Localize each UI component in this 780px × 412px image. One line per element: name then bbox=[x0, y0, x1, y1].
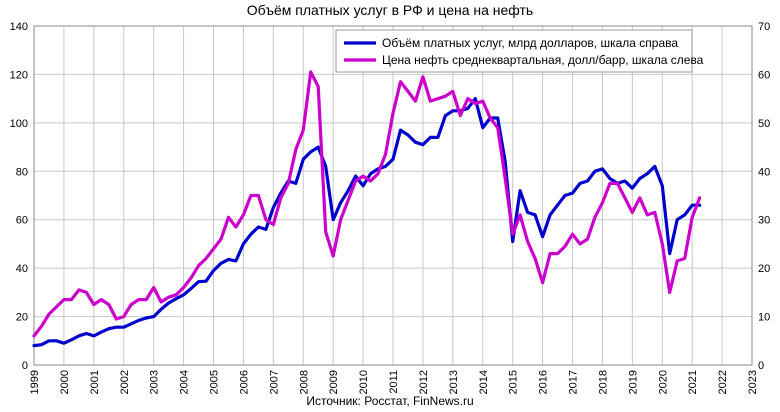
x-tick-label: 2003 bbox=[149, 370, 161, 394]
x-tick-label: 2002 bbox=[119, 370, 131, 394]
x-tick-label: 2017 bbox=[568, 370, 580, 394]
y-right-tick-label: 60 bbox=[758, 69, 770, 81]
x-tick-label: 2014 bbox=[478, 370, 490, 394]
legend-label-2: Цена нефть среднеквартальная, долл/барр,… bbox=[382, 53, 704, 67]
y-right-tick-label: 30 bbox=[758, 215, 770, 227]
plot-frame bbox=[33, 25, 753, 366]
y-left-tick-label: 80 bbox=[16, 166, 28, 178]
legend-label-1: Объём платных услуг, млрд долларов, шкал… bbox=[382, 36, 678, 50]
y-left-tick-label: 60 bbox=[16, 215, 28, 227]
grid bbox=[33, 25, 753, 366]
x-tick-label: 2018 bbox=[597, 370, 609, 394]
x-tick-label: 2019 bbox=[627, 370, 639, 394]
y-right-tick-label: 10 bbox=[758, 312, 770, 324]
x-tick-label: 2011 bbox=[388, 370, 400, 394]
x-tick-label: 2023 bbox=[747, 370, 759, 394]
x-tick-label: 2015 bbox=[508, 370, 520, 394]
x-tick-label: 2005 bbox=[209, 370, 221, 394]
y-right-tick-label: 50 bbox=[758, 118, 770, 130]
x-tick-label: 2022 bbox=[717, 370, 729, 394]
y-right-tick-label: 20 bbox=[758, 263, 770, 275]
x-tick-label: 2012 bbox=[418, 370, 430, 394]
x-tick-label: 2004 bbox=[179, 370, 191, 394]
series-lines bbox=[32, 70, 702, 348]
x-tick-label: 2016 bbox=[538, 370, 550, 394]
series-line-2 bbox=[32, 70, 702, 338]
y-right-tick-label: 70 bbox=[758, 21, 770, 33]
x-tick-label: 2021 bbox=[687, 370, 699, 394]
y-left-tick-label: 120 bbox=[10, 69, 28, 81]
x-tick-label: 2013 bbox=[448, 370, 460, 394]
y-left-tick-label: 40 bbox=[16, 263, 28, 275]
x-tick-label: 2006 bbox=[238, 370, 250, 394]
x-tick-label: 2007 bbox=[268, 370, 280, 394]
x-tick-label: 2000 bbox=[59, 370, 71, 394]
x-tick-label: 2008 bbox=[298, 370, 310, 394]
source-note: Источник: Росстат, FinNews.ru bbox=[306, 394, 473, 408]
x-tick-label: 2001 bbox=[89, 370, 101, 394]
x-tick-label: 1999 bbox=[29, 370, 41, 394]
y-left-tick-label: 20 bbox=[16, 312, 28, 324]
legend: Объём платных услуг, млрд долларов, шкал… bbox=[335, 29, 704, 73]
series-line-1 bbox=[32, 96, 702, 348]
y-left-tick-label: 140 bbox=[10, 21, 28, 33]
legend-box bbox=[335, 29, 693, 73]
x-tick-label: 2020 bbox=[657, 370, 669, 394]
y-right-tick-label: 0 bbox=[758, 360, 764, 372]
y-left-tick-label: 0 bbox=[22, 360, 28, 372]
x-tick-label: 2009 bbox=[328, 370, 340, 394]
y-left-tick-label: 100 bbox=[10, 118, 28, 130]
chart-title: Объём платных услуг в РФ и цена на нефть bbox=[247, 2, 533, 18]
x-tick-label: 2010 bbox=[358, 370, 370, 394]
y-right-tick-label: 40 bbox=[758, 166, 770, 178]
